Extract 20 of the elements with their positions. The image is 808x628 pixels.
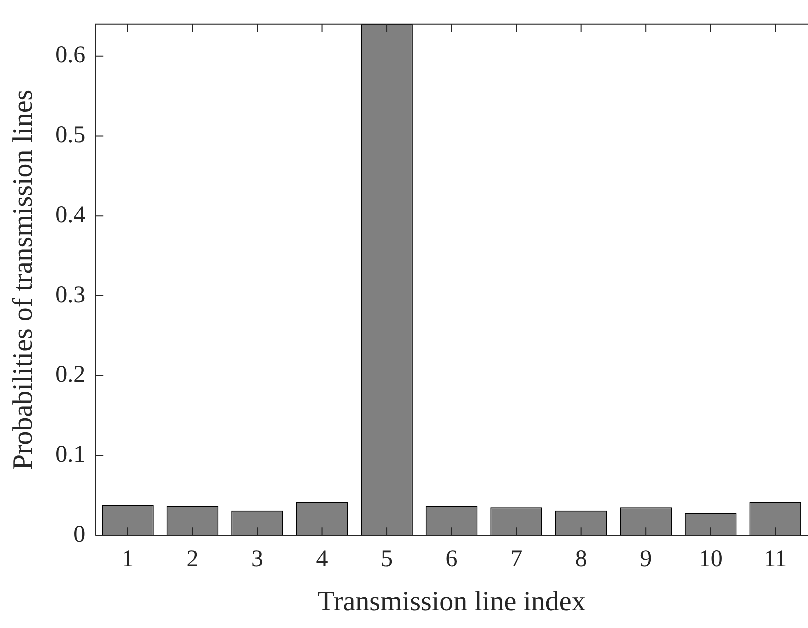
- x-tick-label: 4: [316, 546, 328, 572]
- y-tick-label: 0.3: [56, 282, 86, 308]
- x-tick-label: 7: [510, 546, 523, 572]
- x-axis-title: Transmission line index: [318, 586, 586, 618]
- y-tick-label: 0.5: [56, 122, 86, 149]
- x-tick-label: 8: [575, 546, 588, 572]
- y-axis-title: Probabilities of transmission lines: [8, 90, 40, 470]
- y-tick-label: 0: [74, 522, 86, 548]
- y-tick-label: 0.2: [56, 362, 86, 388]
- x-tick-label: 5: [381, 546, 394, 572]
- x-tick-label: 6: [446, 546, 458, 572]
- x-tick-label: 1: [122, 546, 134, 572]
- x-tick-label: 9: [640, 546, 652, 572]
- y-tick-label: 0.4: [56, 202, 86, 228]
- y-tick-label: 0.6: [56, 42, 86, 69]
- y-tick-label: 0.1: [56, 442, 86, 468]
- x-tick-label: 3: [252, 546, 264, 572]
- x-tick-label: 10: [698, 546, 723, 572]
- x-tick-label: 11: [764, 546, 788, 572]
- x-tick-label: 2: [186, 546, 199, 572]
